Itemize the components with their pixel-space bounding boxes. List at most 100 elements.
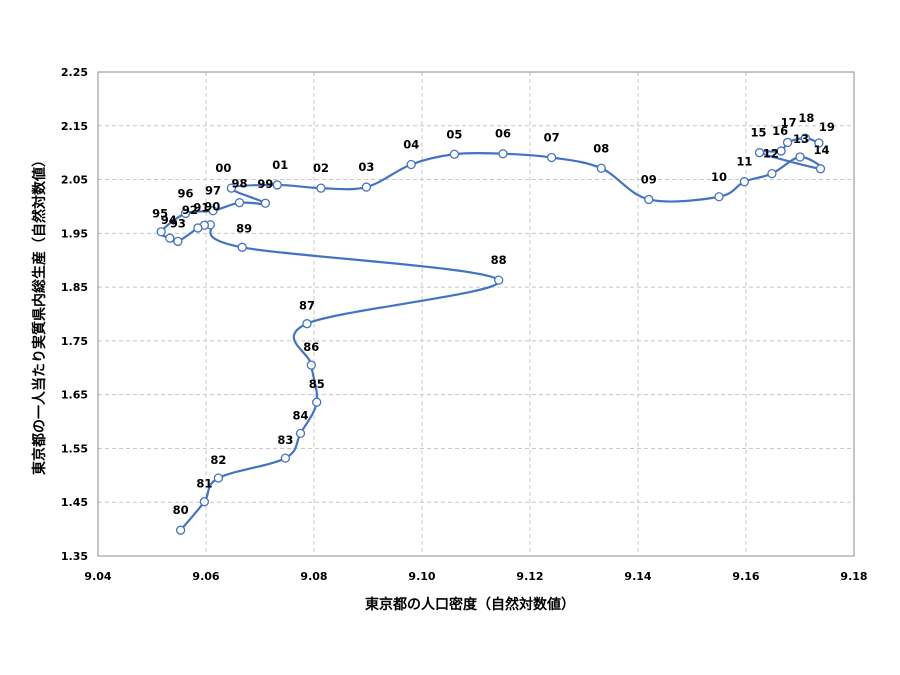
point-label-95: 95 xyxy=(152,207,168,221)
data-point-10 xyxy=(714,192,724,202)
point-label-86: 86 xyxy=(303,340,319,354)
data-point-85 xyxy=(312,397,322,407)
point-label-03: 03 xyxy=(358,160,374,174)
data-point-95 xyxy=(156,227,166,237)
x-tick-label: 9.06 xyxy=(192,570,219,583)
point-label-80: 80 xyxy=(173,503,189,517)
point-label-05: 05 xyxy=(446,127,462,141)
data-point-05 xyxy=(449,149,460,159)
data-point-11 xyxy=(739,177,750,187)
y-tick-label: 1.85 xyxy=(61,281,88,294)
point-label-15: 15 xyxy=(750,126,766,140)
point-label-93: 93 xyxy=(170,216,186,230)
x-tick-label: 9.14 xyxy=(624,570,651,583)
tick-label-layer: 9.04 9.06 9.08 9.10 9.12 9.14 9.16 9.18 1.35 1.45… xyxy=(61,66,868,583)
point-label-82: 82 xyxy=(210,453,226,467)
data-point-15 xyxy=(754,148,765,158)
point-label-09: 09 xyxy=(641,172,657,186)
point-label-91: 91 xyxy=(193,200,209,214)
point-label-11: 11 xyxy=(736,155,752,169)
y-tick-label: 1.45 xyxy=(61,496,88,509)
point-label-12: 12 xyxy=(763,147,779,161)
data-point-17 xyxy=(782,137,793,148)
y-axis-title: 東京都の一人当たり実質県内総生産（自然対数値） xyxy=(31,153,48,475)
point-label-16: 16 xyxy=(772,124,788,138)
grid-layer xyxy=(97,71,855,557)
y-tick-label: 1.35 xyxy=(61,550,88,563)
point-label-98: 98 xyxy=(231,177,247,191)
y-tick-label: 1.75 xyxy=(61,335,88,348)
point-label-97: 97 xyxy=(205,184,221,198)
data-point-04 xyxy=(406,159,416,170)
point-label-83: 83 xyxy=(277,433,293,447)
x-tick-label: 9.04 xyxy=(84,570,111,583)
point-label-87: 87 xyxy=(299,299,315,313)
point-label-18: 18 xyxy=(798,111,814,125)
data-point-82 xyxy=(213,473,224,483)
data-point-98 xyxy=(234,198,245,208)
point-label-96: 96 xyxy=(177,186,193,200)
data-point-84 xyxy=(295,428,306,439)
data-point-18 xyxy=(800,133,811,143)
point-label-07: 07 xyxy=(544,131,560,145)
data-point-08 xyxy=(596,163,606,173)
data-point-09 xyxy=(644,194,654,205)
y-tick-label: 2.25 xyxy=(61,66,88,79)
plot-area-frame xyxy=(97,71,855,557)
point-label-13: 13 xyxy=(793,132,809,146)
data-point-86 xyxy=(306,360,316,370)
point-label-81: 81 xyxy=(196,477,212,491)
x-tick-label: 9.12 xyxy=(516,570,543,583)
y-tick-label: 1.55 xyxy=(61,442,88,455)
point-label-10: 10 xyxy=(711,170,727,184)
point-label-88: 88 xyxy=(491,253,507,267)
data-point-87 xyxy=(302,319,312,329)
data-point-02 xyxy=(316,183,326,193)
data-point-92 xyxy=(193,223,203,233)
point-label-85: 85 xyxy=(309,377,325,391)
point-label-14: 14 xyxy=(814,143,830,157)
data-point-89 xyxy=(237,242,247,252)
point-label-04: 04 xyxy=(403,137,419,151)
data-point-12 xyxy=(767,168,777,179)
data-point-16 xyxy=(776,146,786,156)
y-tick-label: 1.95 xyxy=(61,227,88,240)
point-label-02: 02 xyxy=(313,161,329,175)
data-point-81 xyxy=(199,497,210,507)
point-label-92: 92 xyxy=(182,203,198,217)
data-point-96 xyxy=(180,208,191,219)
point-label-08: 08 xyxy=(593,141,609,155)
x-tick-label: 9.08 xyxy=(300,570,327,583)
data-point-94 xyxy=(165,233,175,243)
x-tick-label: 9.16 xyxy=(732,570,759,583)
data-point-14 xyxy=(815,164,826,174)
point-label-01: 01 xyxy=(272,158,288,172)
data-point-99 xyxy=(260,198,271,208)
y-tick-label: 2.05 xyxy=(61,174,88,187)
point-label-19: 19 xyxy=(819,120,835,134)
x-axis-title: 東京都の人口密度（自然対数値） xyxy=(365,596,575,613)
y-tick-label: 2.15 xyxy=(61,120,88,133)
data-point-00 xyxy=(226,183,237,193)
data-point-19 xyxy=(814,138,824,148)
data-point-07 xyxy=(546,152,557,163)
point-label-90: 90 xyxy=(204,200,220,214)
data-point-97 xyxy=(208,206,218,216)
data-point-01 xyxy=(272,180,282,190)
marker-layer xyxy=(156,133,826,535)
data-point-06 xyxy=(498,149,508,159)
point-label-89: 89 xyxy=(236,221,252,235)
x-tick-label: 9.10 xyxy=(408,570,435,583)
point-label-00: 00 xyxy=(215,161,231,175)
data-point-93 xyxy=(173,236,183,247)
point-label-84: 84 xyxy=(292,408,308,422)
x-tick-label: 9.18 xyxy=(840,570,867,583)
data-point-13 xyxy=(795,152,805,162)
point-label-94: 94 xyxy=(161,213,177,227)
point-label-99: 99 xyxy=(257,177,273,191)
point-label-17: 17 xyxy=(781,115,797,129)
y-tick-label: 1.65 xyxy=(61,389,88,402)
